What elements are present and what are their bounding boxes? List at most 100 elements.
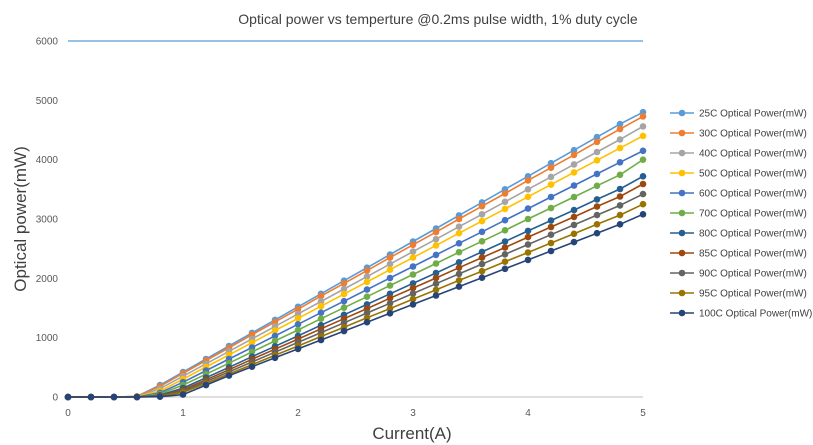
series-1: [64, 113, 647, 401]
data-point: [340, 297, 348, 305]
legend-item: 25C Optical Power(mW): [670, 109, 807, 120]
data-point: [478, 228, 486, 236]
data-point: [386, 254, 394, 261]
data-point: [639, 156, 647, 163]
data-point: [478, 202, 486, 210]
legend-marker: [678, 149, 686, 157]
x-tick-label: 2: [295, 408, 301, 419]
data-point: [547, 204, 555, 212]
data-point: [501, 244, 509, 251]
data-point: [593, 211, 601, 219]
data-point: [616, 125, 624, 133]
data-point: [570, 230, 578, 238]
data-point: [524, 205, 532, 212]
data-point: [409, 290, 417, 297]
data-point: [616, 144, 624, 152]
data-point: [501, 198, 509, 206]
chart-title: Optical power vs temperture @0.2ms pulse…: [238, 11, 638, 27]
data-point: [409, 280, 417, 287]
data-point: [501, 258, 509, 266]
y-tick-label: 4000: [36, 155, 59, 166]
legend-label: 40C Optical Power(mW): [699, 149, 807, 160]
plot-area: 0 1000 2000 3000 4000 5000 6000 0 1 2 3 4 5: [36, 37, 647, 419]
data-point: [478, 248, 486, 256]
legend-item: 40C Optical Power(mW): [670, 149, 807, 160]
data-point: [616, 221, 624, 228]
legend-item: 85C Optical Power(mW): [670, 249, 807, 260]
data-point: [432, 235, 440, 243]
data-point: [570, 169, 578, 176]
data-point: [271, 354, 279, 362]
data-point: [524, 256, 532, 264]
legend-item: 60C Optical Power(mW): [670, 189, 807, 200]
series-line: [68, 159, 644, 398]
x-tick-label: 5: [640, 408, 646, 419]
data-point: [616, 211, 624, 219]
data-point: [570, 146, 578, 154]
data-point: [593, 221, 601, 228]
data-point: [386, 260, 394, 268]
y-tick-label: 0: [52, 393, 58, 404]
data-point: [593, 170, 601, 178]
legend-item: 80C Optical Power(mW): [670, 229, 807, 240]
data-point: [547, 173, 555, 181]
data-point: [478, 267, 486, 275]
y-axis-title: Optical power(mW): [11, 146, 30, 291]
data-point: [363, 273, 371, 280]
data-point: [455, 223, 463, 230]
legend: 25C Optical Power(mW) 30C Optical Power(m…: [670, 109, 812, 320]
data-point: [317, 336, 325, 344]
data-point: [639, 147, 647, 155]
legend-marker: [678, 249, 686, 257]
legend-label: 25C Optical Power(mW): [699, 109, 807, 120]
legend-label: 90C Optical Power(mW): [699, 269, 807, 280]
data-point: [639, 180, 647, 188]
series-line: [68, 213, 644, 398]
data-point: [593, 138, 601, 146]
data-point: [616, 120, 624, 128]
data-point: [294, 305, 302, 313]
data-point: [363, 309, 371, 317]
data-point: [570, 193, 578, 201]
y-tick-label: 1000: [36, 333, 59, 344]
data-point: [593, 148, 601, 156]
legend-marker: [678, 229, 686, 237]
data-point: [547, 164, 555, 171]
data-point: [570, 238, 578, 246]
series-line: [68, 203, 644, 398]
data-point: [639, 132, 647, 140]
data-point: [524, 177, 532, 184]
data-point: [340, 290, 348, 298]
data-point: [639, 190, 647, 198]
legend-item: 95C Optical Power(mW): [670, 289, 807, 300]
data-point: [317, 302, 325, 310]
data-point: [570, 213, 578, 221]
data-point: [432, 280, 440, 288]
data-point: [547, 181, 555, 188]
data-point: [271, 332, 279, 340]
data-point: [340, 327, 348, 335]
data-point: [248, 363, 256, 371]
series-line: [68, 111, 644, 398]
data-point: [478, 211, 486, 218]
data-point: [409, 295, 417, 303]
data-point: [616, 193, 624, 200]
legend-item: 30C Optical Power(mW): [670, 129, 807, 140]
data-point: [317, 298, 325, 305]
data-point: [110, 393, 118, 401]
legend-marker: [678, 189, 686, 197]
data-point: [455, 240, 463, 247]
data-point: [501, 265, 509, 273]
data-point: [386, 300, 394, 307]
data-point: [340, 280, 348, 287]
data-point: [409, 271, 417, 278]
data-point: [478, 238, 486, 245]
data-point: [432, 269, 440, 277]
legend-marker: [678, 289, 686, 297]
legend-label: 50C Optical Power(mW): [699, 169, 807, 180]
data-point: [478, 274, 486, 282]
data-point: [363, 318, 371, 326]
data-point: [455, 259, 463, 266]
legend-label: 100C Optical Power(mW): [699, 309, 812, 320]
data-point: [639, 211, 647, 218]
